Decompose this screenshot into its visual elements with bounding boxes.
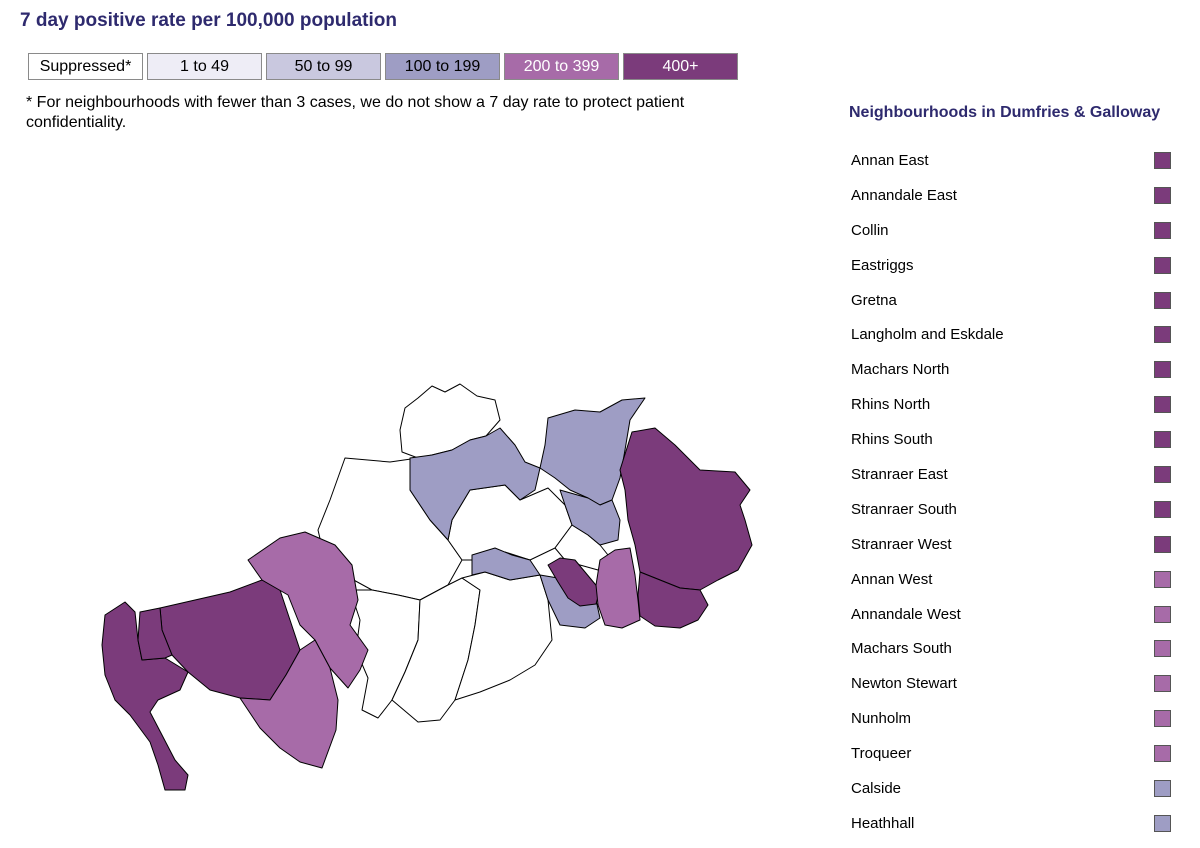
neighbourhood-item[interactable]: Machars South [851, 631, 1181, 666]
suppression-note: * For neighbourhoods with fewer than 3 c… [26, 94, 685, 131]
neighbourhood-name: Machars South [851, 640, 952, 658]
legend-label: 50 to 99 [294, 57, 353, 75]
neighbourhood-item[interactable]: Stranraer East [851, 457, 1181, 492]
neighbourhood-name: Troqueer [851, 745, 912, 763]
neighbourhood-item[interactable]: Stranraer South [851, 492, 1181, 527]
neighbourhood-swatch [1154, 710, 1171, 728]
neighbourhood-swatch [1154, 500, 1171, 518]
legend-400-plus: 400+ [623, 53, 738, 80]
neighbourhood-item[interactable]: Troqueer [851, 736, 1181, 771]
neighbourhood-item[interactable]: Annan West [851, 562, 1181, 597]
neighbourhood-name: Annandale West [851, 605, 961, 623]
neighbourhood-swatch [1154, 535, 1171, 553]
neighbourhoods-heading: Neighbourhoods in Dumfries & Galloway [849, 104, 1161, 121]
legend-label: Suppressed* [39, 57, 132, 75]
neighbourhood-item[interactable]: Rhins South [851, 422, 1181, 457]
neighbourhood-swatch [1154, 605, 1171, 623]
legend-1-to-49: 1 to 49 [147, 53, 262, 80]
neighbourhood-name: Langholm and Eskdale [851, 326, 1004, 344]
neighbourhood-swatch [1154, 326, 1171, 344]
neighbourhood-item[interactable]: Annandale East [851, 178, 1181, 213]
map-region[interactable] [559, 489, 621, 546]
legend-label: 100 to 199 [404, 57, 481, 75]
map-title: 7 day positive rate per 100,000 populati… [20, 10, 397, 31]
neighbourhood-swatch [1154, 361, 1171, 379]
neighbourhood-swatch [1154, 675, 1171, 693]
choropleth-map [101, 383, 753, 791]
rate-legend: Suppressed* 1 to 49 50 to 99 100 to 199 … [28, 53, 742, 80]
neighbourhood-item[interactable]: Annan East [851, 143, 1181, 178]
neighbourhood-name: Machars North [851, 361, 950, 379]
neighbourhood-item[interactable]: Heathhall [851, 806, 1181, 841]
neighbourhood-name: Stranraer West [851, 535, 952, 553]
map-region[interactable] [409, 427, 541, 541]
legend-label: 200 to 399 [523, 57, 600, 75]
neighbourhood-name: Annandale East [851, 186, 957, 204]
neighbourhood-name: Annan East [851, 151, 929, 169]
neighbourhood-name: Newton Stewart [851, 675, 957, 693]
map-region[interactable] [447, 484, 573, 561]
neighbourhood-name: Stranraer East [851, 465, 948, 483]
legend-200-to-399: 200 to 399 [504, 53, 619, 80]
neighbourhood-name: Gretna [851, 291, 897, 309]
neighbourhood-swatch [1154, 640, 1171, 658]
neighbourhood-swatch [1154, 291, 1171, 309]
neighbourhood-item[interactable]: Collin [851, 213, 1181, 248]
neighbourhood-item[interactable]: Machars North [851, 352, 1181, 387]
map-region[interactable] [539, 397, 646, 506]
neighbourhood-swatch [1154, 779, 1171, 797]
neighbourhood-list: Annan East Annandale East Collin Eastriggs G… [851, 143, 1181, 841]
legend-label: 400+ [662, 57, 699, 75]
neighbourhood-name: Nunholm [851, 710, 912, 728]
neighbourhood-item[interactable]: Stranraer West [851, 527, 1181, 562]
neighbourhood-item[interactable]: Gretna [851, 283, 1181, 318]
neighbourhood-item[interactable]: Annandale West [851, 597, 1181, 632]
neighbourhood-swatch [1154, 396, 1171, 414]
neighbourhood-name: Calside [851, 779, 902, 797]
legend-100-to-199: 100 to 199 [385, 53, 500, 80]
neighbourhood-name: Rhins South [851, 431, 933, 449]
map-region[interactable] [137, 607, 173, 661]
neighbourhood-swatch [1154, 814, 1171, 832]
neighbourhood-item[interactable]: Eastriggs [851, 248, 1181, 283]
neighbourhood-swatch [1154, 186, 1171, 204]
neighbourhood-swatch [1154, 256, 1171, 274]
neighbourhood-name: Heathhall [851, 814, 915, 832]
neighbourhood-item[interactable]: Newton Stewart [851, 666, 1181, 701]
neighbourhood-name: Collin [851, 221, 889, 239]
neighbourhood-item[interactable]: Nunholm [851, 701, 1181, 736]
map-region[interactable] [247, 531, 369, 689]
neighbourhood-item[interactable]: Rhins North [851, 387, 1181, 422]
neighbourhood-swatch [1154, 465, 1171, 483]
neighbourhood-name: Stranraer South [851, 500, 957, 518]
map-region[interactable] [619, 427, 753, 591]
map-region[interactable] [595, 547, 641, 629]
neighbourhood-name: Annan West [851, 570, 933, 588]
map-region[interactable] [239, 639, 339, 769]
neighbourhood-item[interactable]: Calside [851, 771, 1181, 806]
neighbourhood-swatch [1154, 745, 1171, 763]
map-region[interactable] [399, 383, 501, 459]
neighbourhood-name: Rhins North [851, 396, 931, 414]
legend-label: 1 to 49 [180, 57, 229, 75]
neighbourhood-item[interactable]: Langholm and Eskdale [851, 317, 1181, 352]
neighbourhood-swatch [1154, 151, 1171, 169]
legend-suppressed: Suppressed* [28, 53, 143, 80]
legend-50-to-99: 50 to 99 [266, 53, 381, 80]
neighbourhood-name: Eastriggs [851, 256, 914, 274]
neighbourhood-swatch [1154, 570, 1171, 588]
neighbourhood-swatch [1154, 431, 1171, 449]
neighbourhood-swatch [1154, 221, 1171, 239]
